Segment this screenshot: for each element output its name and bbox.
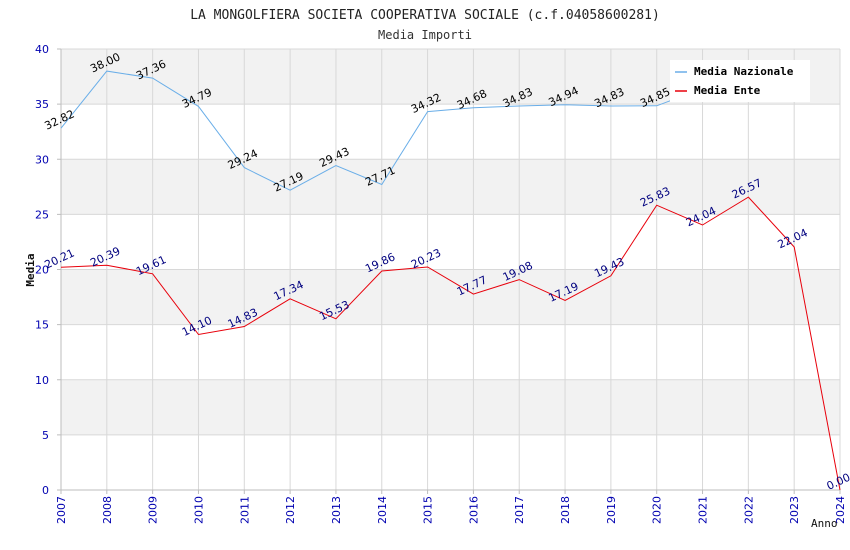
x-tick-label: 2014: [376, 496, 389, 524]
plot-band: [61, 379, 840, 435]
y-tick-label: 25: [35, 208, 49, 221]
plot-band: [61, 159, 840, 215]
data-label: 32.82: [42, 107, 76, 132]
legend-label-ente: Media Ente: [694, 84, 761, 97]
y-tick-label: 5: [42, 429, 49, 442]
x-tick-label: 2012: [284, 496, 297, 524]
data-label: 22.04: [776, 226, 810, 251]
y-tick-label: 0: [42, 484, 49, 497]
x-tick-label: 2017: [513, 496, 526, 524]
legend-box: [670, 60, 810, 102]
y-tick-label: 30: [35, 153, 49, 166]
x-tick-labels: 2007 2008 2009 2010 2011 2012 2013 2014 2015 2016…: [55, 496, 847, 524]
x-tick-label: 2018: [559, 496, 572, 524]
data-label: 20.39: [88, 244, 122, 269]
x-tick-label: 2020: [651, 496, 664, 524]
x-tick-label: 2010: [192, 496, 205, 524]
y-tick-label: 15: [35, 319, 49, 332]
x-tick-label: 2008: [101, 496, 114, 524]
x-tick-label: 2019: [605, 496, 618, 524]
legend-label-nazionale: Media Nazionale: [694, 65, 794, 78]
axes: [60, 49, 840, 491]
x-tick-label: 2021: [697, 496, 710, 524]
data-label: 20.21: [42, 246, 76, 271]
series-line-ente: [60, 196, 841, 491]
y-tick-label: 10: [35, 374, 49, 387]
legend: Media Nazionale Media Ente: [670, 60, 810, 102]
x-tick-label: 2015: [422, 496, 435, 524]
y-tick-labels: 0 5 10 15 20 25 30 35 40: [35, 43, 49, 497]
x-axis-title: Anno: [811, 517, 838, 530]
plot-bands: [61, 49, 840, 435]
grid-lines: [57, 48, 841, 494]
y-tick-label: 40: [35, 43, 49, 56]
chart-subtitle: Media Importi: [378, 28, 472, 42]
x-tick-label: 2023: [788, 496, 801, 524]
x-tick-label: 2009: [147, 496, 160, 524]
x-tick-label: 2013: [330, 496, 343, 524]
x-tick-label: 2022: [742, 496, 755, 524]
x-tick-label: 2011: [238, 496, 251, 524]
y-axis-title: Media: [24, 253, 37, 286]
plot-band: [61, 269, 840, 325]
y-tick-label: 20: [35, 264, 49, 277]
x-tick-label: 2016: [467, 496, 480, 524]
x-tick-label: 2024: [834, 496, 847, 524]
chart-title: LA MONGOLFIERA SOCIETA COOPERATIVA SOCIA…: [190, 8, 660, 23]
y-tick-label: 35: [35, 98, 49, 111]
x-tick-label: 2007: [55, 496, 68, 524]
